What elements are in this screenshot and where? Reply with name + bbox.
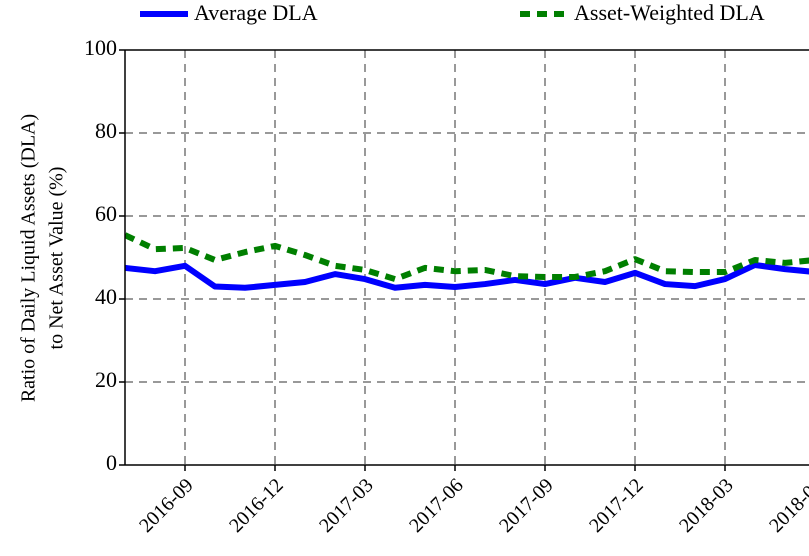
legend-label: Asset-Weighted DLA (574, 0, 765, 25)
y-tick-label: 0 (106, 450, 117, 475)
x-tick-label: 2017-12 (585, 474, 648, 537)
x-tick-label: 2018-03 (675, 474, 738, 537)
y-axis-label: Ratio of Daily Liquid Assets (DLA) (18, 114, 40, 402)
y-tick-label: 80 (95, 118, 117, 143)
x-tick-label: 2016-12 (225, 474, 288, 537)
data-line (125, 232, 809, 283)
x-tick-label: 2018-06 (765, 474, 809, 537)
legend-label: Average DLA (194, 0, 318, 25)
y-axis-label: to Net Asset Value (%) (46, 167, 68, 350)
y-tick-label: 60 (95, 201, 117, 226)
y-tick-label: 100 (84, 35, 117, 60)
x-tick-label: 2016-09 (135, 474, 198, 537)
data-line (125, 261, 809, 291)
x-tick-label: 2017-03 (315, 474, 378, 537)
lines (125, 232, 809, 291)
y-tick-label: 20 (95, 367, 117, 392)
x-tick-label: 2017-09 (495, 474, 558, 537)
y-tick-label: 40 (95, 284, 117, 309)
x-tick-label: 2017-06 (405, 474, 468, 537)
